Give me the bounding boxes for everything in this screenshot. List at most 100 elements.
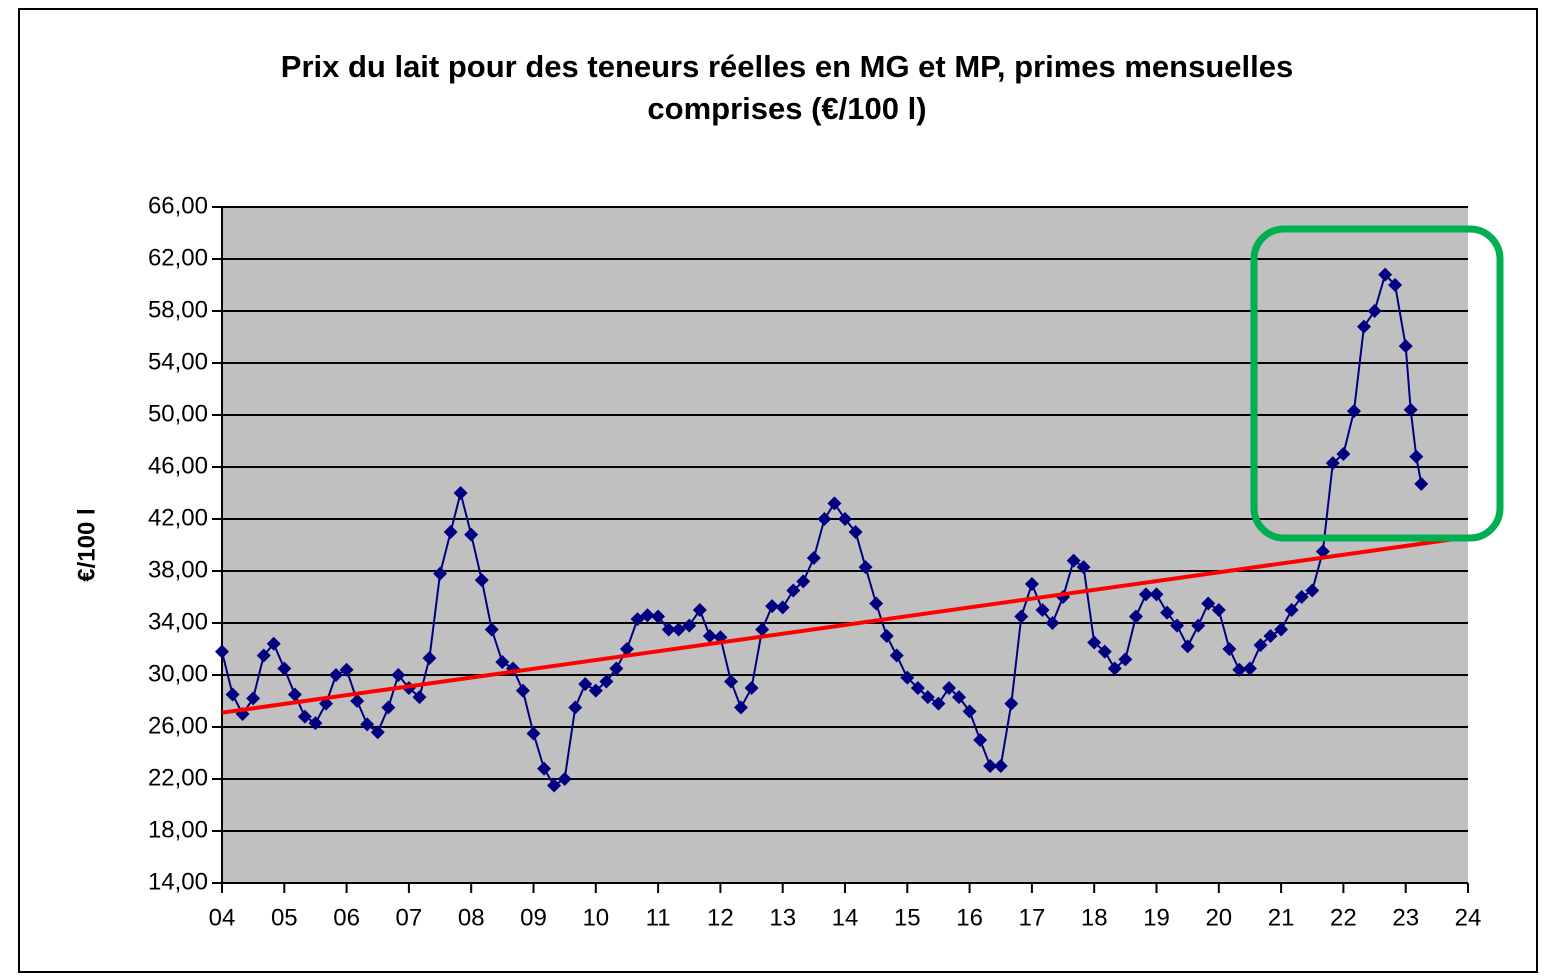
data-point: [1035, 603, 1050, 617]
data-point: [651, 609, 666, 624]
data-point: [422, 651, 437, 666]
x-tick-label: 21: [1268, 904, 1295, 931]
data-point: [879, 629, 894, 643]
data-point: [661, 622, 676, 637]
x-tick-label: 05: [271, 904, 298, 931]
data-point: [858, 560, 873, 575]
x-tick-label: 04: [209, 904, 236, 931]
data-point: [755, 622, 770, 637]
y-tick-label: 18,00: [148, 816, 208, 843]
data-point: [484, 622, 499, 637]
data-point: [1414, 476, 1429, 491]
data-point: [1180, 639, 1195, 654]
data-point: [1253, 638, 1268, 653]
data-point: [599, 674, 614, 689]
data-point: [827, 496, 842, 511]
x-tick-label: 07: [396, 904, 423, 931]
data-point: [1325, 456, 1340, 471]
x-tick-label: 12: [707, 904, 734, 931]
data-point: [495, 655, 510, 669]
data-point: [370, 725, 385, 740]
data-point: [350, 694, 365, 708]
data-point: [1398, 339, 1413, 354]
data-point: [786, 583, 801, 598]
x-tick-label: 18: [1081, 904, 1108, 931]
data-point: [1378, 267, 1393, 282]
data-point: [256, 648, 271, 663]
data-point: [537, 761, 552, 776]
y-tick-label: 22,00: [148, 764, 208, 791]
data-point: [775, 600, 790, 615]
plot-area: [222, 207, 1468, 883]
y-tick-label: 14,00: [148, 868, 208, 895]
data-point: [1066, 553, 1081, 568]
data-point: [1170, 618, 1185, 633]
data-point: [1045, 616, 1060, 630]
x-tick-label: 22: [1330, 904, 1357, 931]
data-point: [246, 691, 261, 706]
data-point: [557, 772, 572, 786]
data-point: [869, 596, 884, 611]
chart-title: Prix du lait pour des teneurs réelles en…: [280, 49, 1294, 126]
data-point: [277, 661, 292, 676]
data-point: [1149, 587, 1164, 602]
x-tick-label: 16: [956, 904, 983, 931]
data-point: [1315, 544, 1330, 559]
y-tick-label: 38,00: [148, 556, 208, 583]
data-point: [215, 644, 229, 659]
data-point: [1087, 635, 1102, 650]
data-point: [993, 759, 1008, 773]
data-point: [744, 681, 759, 695]
data-point: [682, 618, 697, 633]
data-point: [1211, 603, 1226, 617]
data-point: [526, 726, 541, 741]
data-point: [838, 512, 852, 526]
data-point: [1274, 622, 1289, 637]
y-tick-label: 30,00: [148, 660, 208, 687]
data-point: [381, 700, 396, 715]
data-point: [1191, 618, 1206, 633]
data-point: [1232, 662, 1247, 677]
data-point: [1263, 629, 1278, 643]
data-point: [225, 687, 240, 702]
data-point: [817, 512, 832, 526]
data-point: [931, 696, 946, 711]
y-tick-label: 50,00: [148, 400, 208, 427]
data-point: [920, 690, 935, 705]
data-point: [806, 551, 821, 565]
data-point: [640, 608, 655, 623]
y-tick-label: 34,00: [148, 608, 208, 635]
data-point: [266, 636, 281, 651]
data-point: [339, 662, 354, 677]
data-point: [1160, 605, 1175, 620]
data-point: [1356, 319, 1371, 334]
data-point: [453, 486, 468, 500]
data-point: [464, 527, 479, 542]
data-point: [1403, 402, 1418, 417]
data-point: [973, 733, 988, 747]
x-tick-label: 20: [1205, 904, 1232, 931]
data-point: [796, 574, 811, 589]
data-point: [1284, 603, 1299, 617]
data-point: [848, 525, 863, 539]
data-point: [1409, 449, 1424, 464]
x-tick-label: 09: [520, 904, 547, 931]
x-tick-label: 10: [582, 904, 609, 931]
data-point: [433, 566, 448, 581]
data-point: [329, 668, 344, 682]
data-point: [1222, 642, 1237, 656]
data-point: [910, 681, 925, 695]
data-point: [765, 599, 780, 614]
trend-line: [221, 535, 1469, 715]
x-tick-label: 19: [1143, 904, 1170, 931]
data-point: [1024, 577, 1039, 591]
data-point: [702, 629, 717, 643]
data-point: [297, 709, 312, 724]
x-tick-label: 15: [894, 904, 921, 931]
data-point: [1201, 596, 1216, 611]
data-point: [671, 622, 686, 637]
y-tick-label: 58,00: [148, 296, 208, 323]
x-tick-label: 13: [769, 904, 796, 931]
